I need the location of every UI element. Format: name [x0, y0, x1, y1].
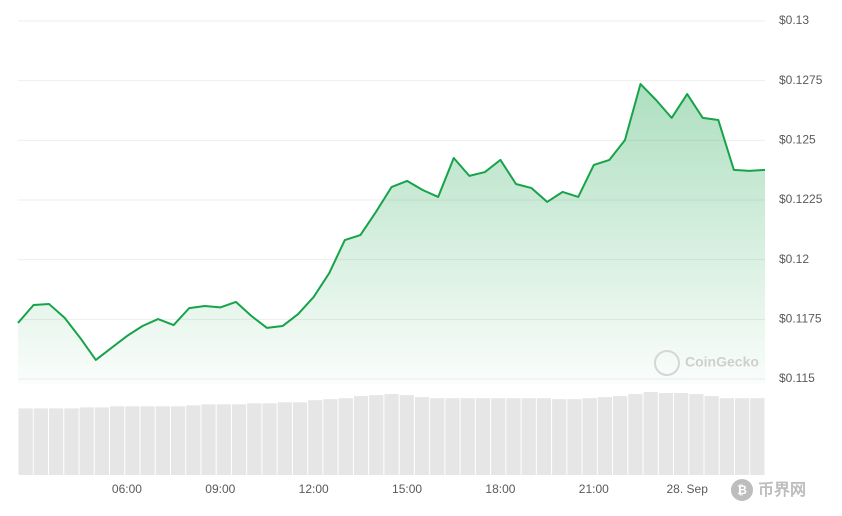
volume-bar [704, 396, 719, 475]
volume-bar [48, 408, 64, 475]
volume-bar [491, 398, 506, 475]
volume-bar [750, 398, 765, 475]
volume-bar [247, 403, 262, 475]
x-tick-label: 12:00 [299, 482, 329, 496]
y-tick-label: $0.1275 [779, 73, 823, 87]
y-tick-label: $0.1175 [779, 312, 822, 326]
y-tick-label: $0.125 [779, 133, 816, 147]
x-tick-label: 28. Sep [667, 482, 709, 496]
volume-bar [369, 395, 384, 475]
volume-bar [552, 399, 567, 475]
volume-bar [338, 398, 353, 475]
volume-bar [79, 407, 94, 475]
watermark: CoinGecko [654, 350, 759, 376]
y-tick-label: $0.115 [779, 371, 815, 385]
site-logo-text: 币界网 [758, 481, 806, 499]
volume-bar [353, 396, 369, 475]
volume-bar [125, 406, 140, 475]
volume-bar [582, 398, 597, 475]
volume-bar [33, 408, 48, 475]
volume-bar [567, 399, 582, 475]
volume-bar [445, 398, 460, 475]
volume-bar [658, 393, 674, 475]
volume-bar [460, 398, 475, 475]
volume-bar [536, 398, 552, 475]
volume-bar [628, 394, 643, 475]
volume-bar [109, 406, 125, 475]
y-tick-label: $0.13 [779, 13, 809, 27]
svg-text:₿: ₿ [737, 483, 747, 497]
volume-bar [18, 408, 33, 475]
y-tick-label: $0.1225 [779, 192, 823, 206]
volume-bar [521, 398, 536, 475]
volume-bar [323, 399, 338, 475]
volume-bar [719, 398, 735, 475]
volume-bar [277, 402, 292, 475]
area [18, 84, 765, 384]
volume-bar [689, 394, 704, 475]
x-tick-label: 09:00 [205, 482, 235, 496]
volume-bar [414, 397, 430, 475]
volume-bar [384, 394, 399, 475]
y-tick-label: $0.12 [779, 252, 809, 266]
volume-bar [735, 398, 750, 475]
volume-bar [186, 405, 201, 475]
volume-bar [170, 406, 186, 475]
volume-bar [231, 404, 247, 475]
volume-bar [643, 392, 658, 475]
volume-bar [155, 406, 170, 475]
volume-bar [430, 398, 445, 475]
volume-bar [201, 404, 216, 475]
watermark-text: CoinGecko [685, 354, 759, 370]
volume-bar [506, 398, 521, 475]
volume-bar [597, 397, 613, 475]
x-tick-label: 18:00 [485, 482, 515, 496]
site-logo: ₿ 币界网 [731, 479, 806, 501]
x-tick-label: 15:00 [392, 482, 422, 496]
volume-bar [140, 406, 155, 475]
volume-bar [613, 396, 628, 475]
x-tick-label: 06:00 [112, 482, 142, 496]
volume-bar [399, 395, 414, 475]
price-line [17, 83, 766, 361]
volume-bar [64, 408, 79, 475]
volume-bar [475, 398, 491, 475]
volume-bar [216, 404, 231, 475]
volume-bar [262, 403, 277, 475]
volume-bar [674, 393, 689, 475]
volume-bar [292, 402, 308, 475]
volume-bar [308, 400, 323, 475]
x-tick-label: 21:00 [579, 482, 609, 496]
volume-bar [94, 407, 109, 475]
